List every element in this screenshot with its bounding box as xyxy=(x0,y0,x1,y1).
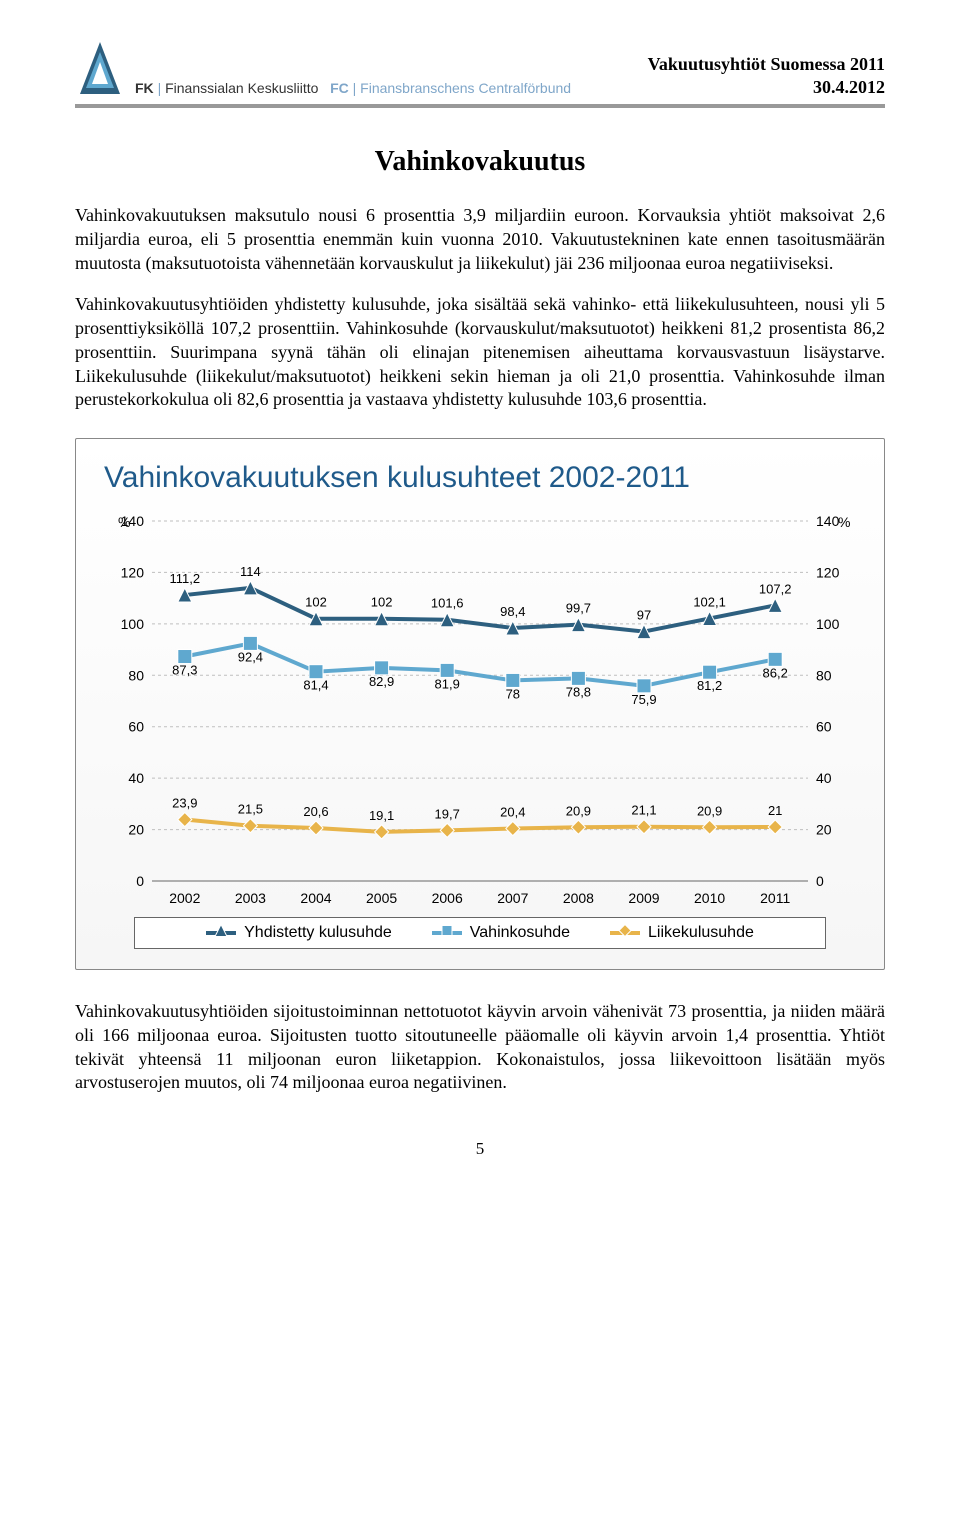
legend-item: Yhdistetty kulusuhde xyxy=(206,924,392,942)
svg-text:20,9: 20,9 xyxy=(697,803,722,818)
page-header: FK | Finanssialan Keskusliitto FC | Fina… xyxy=(75,40,885,108)
svg-text:111,2: 111,2 xyxy=(169,571,200,586)
svg-text:107,2: 107,2 xyxy=(759,581,792,596)
svg-text:86,2: 86,2 xyxy=(763,665,788,680)
svg-text:92,4: 92,4 xyxy=(238,649,263,664)
section-title: Vahinkovakuutus xyxy=(75,146,885,178)
svg-text:120: 120 xyxy=(121,564,145,580)
org-right-name: Finansbranschens Centralförbund xyxy=(360,80,571,96)
chart-title: Vahinkovakuutuksen kulusuhteet 2002-2011 xyxy=(104,461,866,495)
chart-card: Vahinkovakuutuksen kulusuhteet 2002-2011… xyxy=(75,438,885,970)
svg-text:78,8: 78,8 xyxy=(566,684,591,699)
svg-text:23,9: 23,9 xyxy=(172,796,197,811)
org-right-code: FC xyxy=(330,80,349,96)
svg-text:2003: 2003 xyxy=(235,890,266,906)
header-right: Vakuutusyhtiöt Suomessa 2011 30.4.2012 xyxy=(648,53,885,98)
svg-text:102,1: 102,1 xyxy=(693,594,726,609)
svg-text:102: 102 xyxy=(305,595,327,610)
svg-text:19,7: 19,7 xyxy=(435,806,460,821)
doc-series-title: Vakuutusyhtiöt Suomessa 2011 xyxy=(648,53,885,76)
svg-text:81,4: 81,4 xyxy=(303,678,328,693)
svg-text:82,9: 82,9 xyxy=(369,674,394,689)
legend-label: Vahinkosuhde xyxy=(470,924,570,942)
legend-swatch-icon xyxy=(206,931,236,935)
svg-text:97: 97 xyxy=(637,608,651,623)
chart-legend: Yhdistetty kulusuhde Vahinkosuhde Liikekul… xyxy=(134,917,826,949)
svg-text:60: 60 xyxy=(128,719,144,735)
svg-text:99,7: 99,7 xyxy=(566,601,591,616)
svg-text:19,1: 19,1 xyxy=(369,808,394,823)
org-left-name: Finanssialan Keskusliitto xyxy=(165,80,318,96)
svg-text:20: 20 xyxy=(816,822,832,838)
svg-text:0: 0 xyxy=(816,873,824,889)
legend-swatch-icon xyxy=(610,931,640,935)
svg-text:20: 20 xyxy=(128,822,144,838)
legend-item: Liikekulusuhde xyxy=(610,924,754,942)
svg-text:2005: 2005 xyxy=(366,890,397,906)
legend-swatch-icon xyxy=(432,931,462,935)
svg-text:120: 120 xyxy=(816,564,840,580)
svg-text:75,9: 75,9 xyxy=(631,692,656,707)
svg-text:40: 40 xyxy=(128,770,144,786)
org-left-code: FK xyxy=(135,80,154,96)
legend-label: Yhdistetty kulusuhde xyxy=(244,924,392,942)
svg-text:2010: 2010 xyxy=(694,890,725,906)
chart-svg: 002020404060608080100100120120140140%%20… xyxy=(94,509,866,909)
fk-logo-icon xyxy=(75,40,125,98)
svg-text:2008: 2008 xyxy=(563,890,594,906)
svg-text:2004: 2004 xyxy=(300,890,331,906)
svg-text:2002: 2002 xyxy=(169,890,200,906)
svg-text:40: 40 xyxy=(816,770,832,786)
svg-text:140: 140 xyxy=(816,513,840,529)
svg-text:0: 0 xyxy=(136,873,144,889)
svg-text:80: 80 xyxy=(816,667,832,683)
svg-text:114: 114 xyxy=(240,564,261,579)
svg-text:87,3: 87,3 xyxy=(172,663,197,678)
svg-text:81,2: 81,2 xyxy=(697,678,722,693)
paragraph-1: Vahinkovakuutuksen maksutulo nousi 6 pro… xyxy=(75,204,885,275)
svg-text:20,4: 20,4 xyxy=(500,805,525,820)
svg-text:98,4: 98,4 xyxy=(500,604,525,619)
svg-text:2007: 2007 xyxy=(497,890,528,906)
svg-text:21,1: 21,1 xyxy=(631,803,656,818)
page-number: 5 xyxy=(75,1139,885,1159)
svg-text:20,9: 20,9 xyxy=(566,803,591,818)
legend-item: Vahinkosuhde xyxy=(432,924,570,942)
legend-label: Liikekulusuhde xyxy=(648,924,754,942)
svg-text:100: 100 xyxy=(121,616,145,632)
svg-text:81,9: 81,9 xyxy=(435,676,460,691)
header-left: FK | Finanssialan Keskusliitto FC | Fina… xyxy=(75,40,571,98)
svg-text:%: % xyxy=(118,514,130,530)
svg-text:%: % xyxy=(838,514,850,530)
svg-text:2011: 2011 xyxy=(760,890,790,906)
svg-text:2006: 2006 xyxy=(432,890,463,906)
svg-text:60: 60 xyxy=(816,719,832,735)
svg-text:100: 100 xyxy=(816,616,840,632)
svg-text:80: 80 xyxy=(128,667,144,683)
paragraph-2: Vahinkovakuutusyhtiöiden yhdistetty kulu… xyxy=(75,293,885,412)
svg-text:20,6: 20,6 xyxy=(303,804,328,819)
svg-text:21,5: 21,5 xyxy=(238,802,263,817)
doc-date: 30.4.2012 xyxy=(648,76,885,99)
paragraph-3: Vahinkovakuutusyhtiöiden sijoitustoiminn… xyxy=(75,1000,885,1095)
chart-plot: 002020404060608080100100120120140140%%20… xyxy=(94,509,866,909)
svg-text:2009: 2009 xyxy=(628,890,659,906)
svg-text:21: 21 xyxy=(768,803,782,818)
svg-text:101,6: 101,6 xyxy=(431,596,464,611)
svg-text:78: 78 xyxy=(506,686,520,701)
org-names: FK | Finanssialan Keskusliitto FC | Fina… xyxy=(135,80,571,98)
svg-text:102: 102 xyxy=(371,595,393,610)
